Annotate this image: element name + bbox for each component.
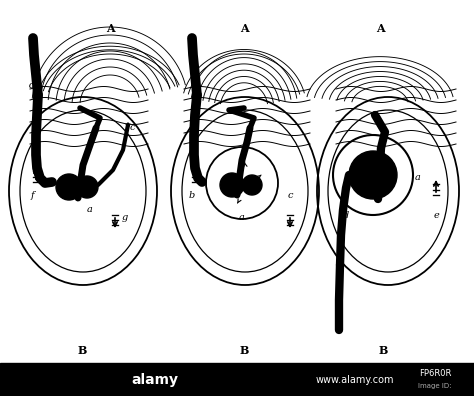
Text: www.alamy.com: www.alamy.com xyxy=(316,375,394,385)
Text: b: b xyxy=(380,158,386,168)
Circle shape xyxy=(242,175,262,195)
Text: FP6R0R: FP6R0R xyxy=(419,369,451,379)
Text: d: d xyxy=(343,211,349,219)
Text: alamy: alamy xyxy=(131,373,179,387)
Circle shape xyxy=(220,173,244,197)
Bar xyxy=(0,363,474,396)
Text: e: e xyxy=(433,211,439,219)
Text: A: A xyxy=(106,23,114,34)
Circle shape xyxy=(56,174,82,200)
Text: B: B xyxy=(378,345,388,356)
Text: a: a xyxy=(415,173,421,183)
Circle shape xyxy=(76,176,98,198)
Text: c: c xyxy=(350,173,356,183)
Text: d: d xyxy=(29,80,35,89)
Text: A: A xyxy=(240,23,248,34)
Text: c: c xyxy=(129,124,135,133)
Text: c: c xyxy=(287,190,293,200)
Text: a: a xyxy=(87,206,93,215)
Text: f: f xyxy=(30,190,34,200)
Text: b: b xyxy=(189,190,195,200)
Text: B: B xyxy=(77,345,87,356)
Text: A: A xyxy=(376,23,384,34)
Circle shape xyxy=(349,151,397,199)
Text: a: a xyxy=(239,213,245,223)
Text: B: B xyxy=(239,345,249,356)
Text: Image ID:: Image ID: xyxy=(418,383,452,389)
Text: g: g xyxy=(122,213,128,223)
